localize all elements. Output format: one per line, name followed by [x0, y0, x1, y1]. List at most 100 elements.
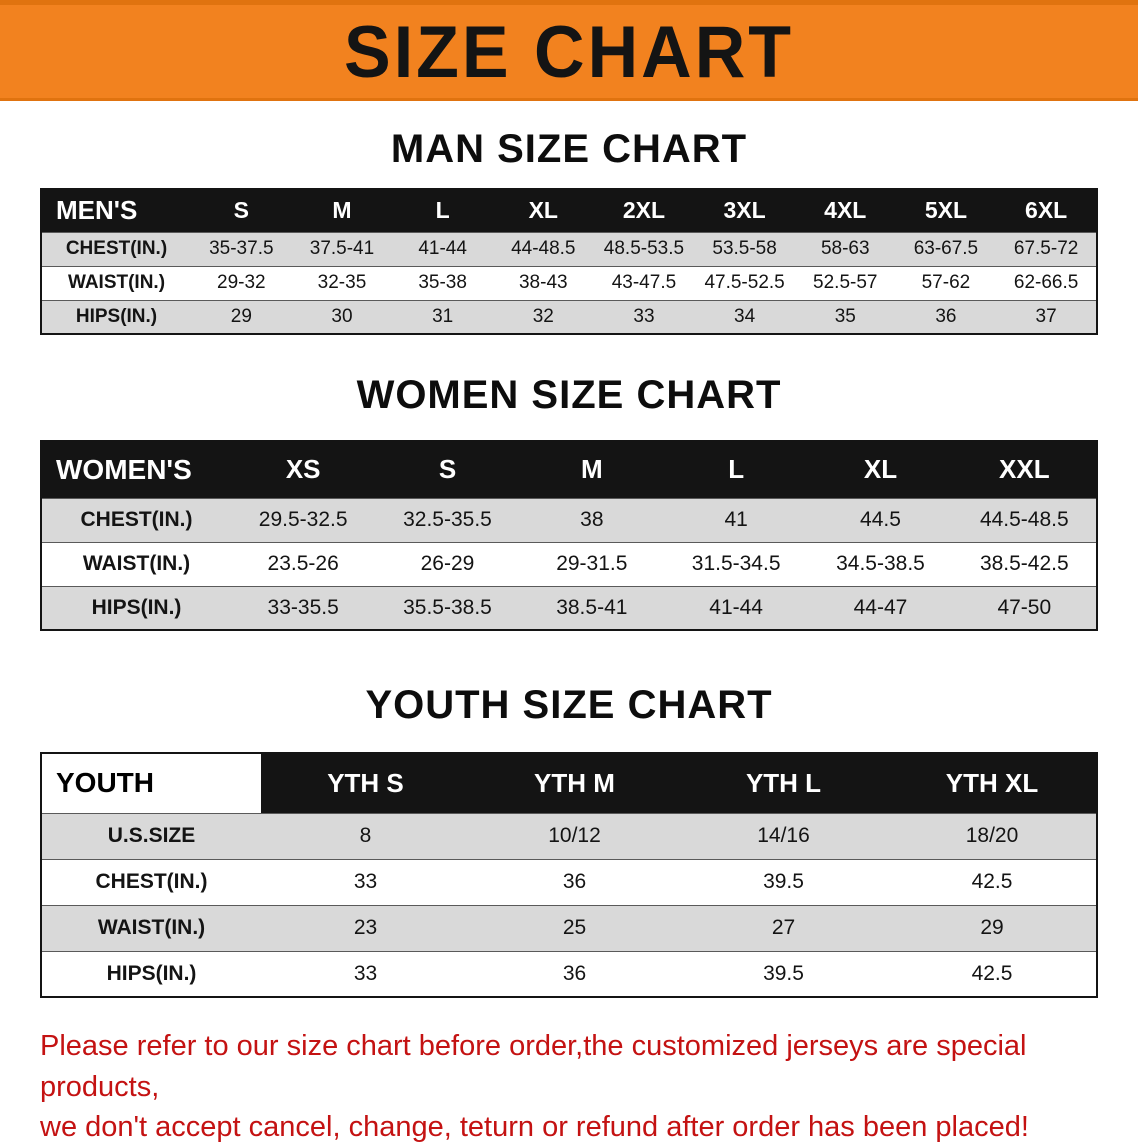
cell-value: 27 — [771, 916, 796, 939]
cell-value: 33-35.5 — [267, 595, 339, 619]
column-header: M — [580, 454, 603, 485]
table-corner-label: WOMEN'S — [56, 453, 192, 485]
cell-value: 18/20 — [965, 824, 1019, 847]
column-header: 5XL — [924, 197, 968, 224]
cell-value: 36 — [562, 870, 587, 893]
table-row: CHEST(IN.) 33 36 39.5 42.5 — [41, 859, 1097, 905]
cell-value: 29 — [980, 916, 1004, 939]
row-label: WAIST(IN.) — [97, 916, 206, 939]
cell-value: 44.5 — [860, 508, 901, 531]
row-label: HIPS(IN.) — [91, 595, 182, 619]
table-row: HIPS(IN.) 33-35.5 35.5-38.5 38.5-41 41-44 44-… — [41, 586, 1097, 630]
disclaimer-line-1: Please refer to our size chart before or… — [40, 1030, 1027, 1103]
table-corner-label: YOUTH — [41, 753, 261, 813]
cell-value: 35 — [834, 305, 856, 327]
table-row: WAIST(IN.) 23 25 27 29 — [41, 905, 1097, 951]
cell-value: 29 — [230, 305, 252, 327]
row-label: U.S.SIZE — [107, 824, 196, 847]
men-size-table: MEN'S S M L XL 2XL 3XL 4XL 5XL 6XL CHEST(IN.) 35-37… — [40, 188, 1098, 335]
cell-value: 67.5-72 — [1013, 238, 1079, 259]
cell-value: 31.5-34.5 — [691, 552, 781, 575]
cell-value: 38 — [580, 508, 604, 531]
cell-value: 32.5-35.5 — [403, 508, 492, 531]
women-chart-heading: WOMEN SIZE CHART — [356, 373, 782, 417]
row-label: CHEST(IN.) — [65, 238, 168, 259]
column-header: 3XL — [723, 197, 766, 224]
column-header: XXL — [999, 454, 1050, 485]
cell-value: 33 — [353, 870, 378, 893]
cell-value: 62-66.5 — [1013, 272, 1079, 293]
cell-value: 39.5 — [763, 961, 804, 985]
cell-value: 31 — [432, 305, 454, 327]
cell-value: 35-37.5 — [209, 238, 274, 259]
cell-value: 39.5 — [763, 870, 804, 893]
cell-value: 41-44 — [418, 238, 467, 259]
cell-value: 53.5-58 — [712, 238, 777, 259]
cell-value: 44.5-48.5 — [979, 508, 1069, 531]
column-header: S — [233, 197, 249, 224]
table-row: WAIST(IN.) 23.5-26 26-29 29-31.5 31.5-34.5 34… — [41, 542, 1097, 586]
column-header: YTH M — [534, 767, 615, 798]
cell-value: 42.5 — [971, 870, 1013, 893]
men-chart-heading: MAN SIZE CHART — [390, 127, 748, 171]
cell-value: 36 — [562, 961, 587, 985]
cell-value: 36 — [935, 305, 957, 327]
cell-value: 52.5-57 — [813, 272, 878, 293]
cell-value: 42.5 — [971, 961, 1013, 985]
row-label: WAIST(IN.) — [67, 272, 166, 293]
table-row: U.S.SIZE 8 10/12 14/16 18/20 — [41, 813, 1097, 859]
cell-value: 33 — [633, 305, 655, 327]
banner: SIZE CHART — [0, 0, 1138, 101]
cell-value: 38-43 — [518, 272, 568, 293]
cell-value: 29.5-32.5 — [258, 508, 348, 531]
column-header: 2XL — [622, 197, 666, 224]
cell-value: 30 — [331, 305, 353, 327]
cell-value: 38.5-42.5 — [979, 552, 1069, 575]
table-row: HIPS(IN.) 33 36 39.5 42.5 — [41, 951, 1097, 997]
cell-value: 44-48.5 — [511, 238, 576, 259]
youth-chart-heading: YOUTH SIZE CHART — [365, 683, 773, 727]
cell-value: 47-50 — [997, 595, 1052, 619]
cell-value: 41 — [724, 508, 748, 531]
cell-value: 41-44 — [709, 595, 763, 619]
column-header: L — [728, 454, 745, 485]
cell-value: 58-63 — [820, 238, 870, 259]
banner-title: SIZE CHART — [344, 10, 794, 93]
cell-value: 63-67.5 — [913, 238, 979, 259]
cell-value: 29-32 — [217, 272, 266, 293]
cell-value: 26-29 — [420, 552, 475, 575]
cell-value: 47.5-52.5 — [704, 272, 785, 293]
table-header-row: MEN'S S M L XL 2XL 3XL 4XL 5XL 6XL — [41, 189, 1097, 232]
table-row: WAIST(IN.) 29-32 32-35 35-38 38-43 43-47.5 47.… — [41, 266, 1097, 300]
cell-value: 32 — [532, 305, 554, 327]
cell-value: 32-35 — [317, 272, 367, 293]
column-header: XL — [528, 197, 558, 224]
women-size-table: WOMEN'S XS S M L XL XXL CHEST(IN.) 29.5-32.5 32.5… — [40, 440, 1098, 631]
cell-value: 29-31.5 — [556, 552, 628, 575]
men-size-chart-section: MAN SIZE CHART MEN'S S M L XL 2XL 3XL 4XL 5XL 6XL… — [0, 127, 1138, 335]
cell-value: 25 — [562, 916, 587, 939]
column-header: 6XL — [1025, 197, 1068, 224]
disclaimer-line-2: we don't accept cancel, change, teturn o… — [40, 1111, 1029, 1144]
row-label: HIPS(IN.) — [106, 961, 197, 985]
cell-value: 35-38 — [418, 272, 467, 293]
table-corner-label: MEN'S — [56, 195, 138, 226]
column-header: YTH L — [745, 767, 822, 798]
cell-value: 38.5-41 — [556, 595, 628, 619]
cell-value: 23.5-26 — [267, 552, 339, 575]
table-row: CHEST(IN.) 29.5-32.5 32.5-35.5 38 41 44.5 44.5… — [41, 498, 1097, 542]
column-header: M — [332, 197, 352, 224]
row-label: CHEST(IN.) — [80, 508, 193, 531]
cell-value: 8 — [359, 824, 372, 847]
cell-value: 48.5-53.5 — [603, 238, 685, 259]
column-header: YTH XL — [945, 767, 1039, 798]
cell-value: 43-47.5 — [611, 272, 677, 293]
cell-value: 14/16 — [757, 824, 810, 847]
table-row: CHEST(IN.) 35-37.5 37.5-41 41-44 44-48.5 48.5… — [41, 232, 1097, 266]
cell-value: 37.5-41 — [309, 238, 375, 259]
table-header-row: WOMEN'S XS S M L XL XXL — [41, 441, 1097, 498]
disclaimer: Please refer to our size chart before or… — [40, 1026, 1120, 1148]
youth-size-table: YOUTH YTH S YTH M YTH L YTH XL U.S.SIZE 8 10/12… — [40, 752, 1098, 998]
cell-value: 10/12 — [548, 824, 601, 847]
